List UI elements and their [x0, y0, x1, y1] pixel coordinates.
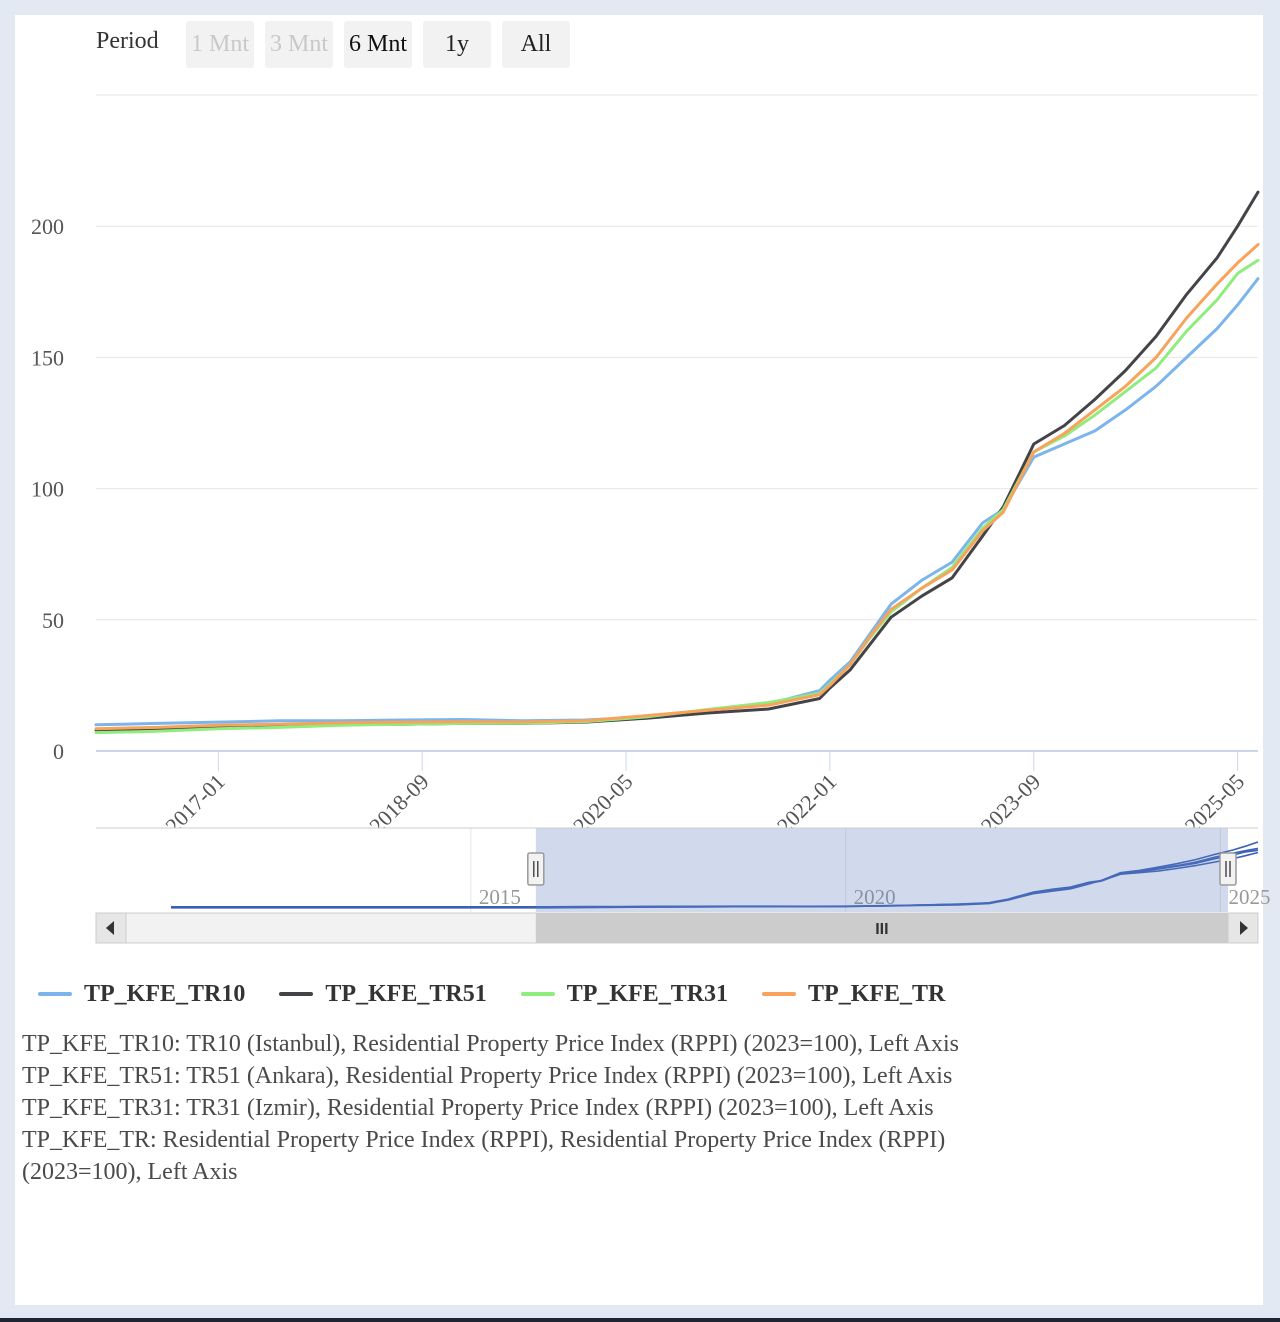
- y-tick-label-50: 50: [42, 608, 64, 633]
- legend-swatch-tr31: [520, 992, 555, 996]
- range-button-6-months[interactable]: 6 Mnt: [344, 21, 412, 68]
- navigator-series: [171, 841, 1259, 909]
- range-button-all[interactable]: All: [502, 21, 570, 68]
- scrollbar-thumb[interactable]: [535, 913, 1228, 943]
- legend-swatch-tr10: [38, 992, 72, 996]
- chart-panel: [15, 15, 1263, 1305]
- navigator[interactable]: 201520202025: [96, 827, 1271, 912]
- x-axis-ticks: 2017-01 2018-09 2020-05 2022-01 2023-09 2025-…: [160, 751, 1249, 838]
- range-selector-label: Period: [96, 28, 159, 54]
- legend-swatch-tr51: [279, 992, 314, 996]
- line-chart: 0 50 100 150 200 2017-01 2018-09 2020-05 2022-0…: [31, 94, 1271, 944]
- range-button-3-months[interactable]: 3 Mnt: [265, 21, 333, 68]
- series-line-tp-kfe-tr10[interactable]: [94, 277, 1260, 727]
- y-tick-label-100: 100: [31, 477, 64, 502]
- legend-label-tr51: TP_KFE_TR51: [325, 980, 487, 1007]
- navigator-background: [96, 828, 1258, 912]
- series-note-tr: TP_KFE_TR: Residential Property Price In…: [22, 1127, 946, 1185]
- handle-left-box[interactable]: [527, 852, 545, 886]
- arrow-right-icon: [1240, 921, 1248, 935]
- navigator-handle-left[interactable]: [527, 852, 545, 886]
- series-lines: [94, 190, 1260, 735]
- series-note-tr31: TP_KFE_TR31: TR31 (Izmir), Residential P…: [22, 1095, 934, 1121]
- legend-item-tr[interactable]: TP_KFE_TR: [762, 981, 945, 1008]
- series-line-tp-kfe-tr[interactable]: [94, 243, 1260, 731]
- series-note-tr51: TP_KFE_TR51: TR51 (Ankara), Residential …: [22, 1063, 953, 1089]
- navigator-handle-right[interactable]: [1219, 852, 1237, 886]
- y-tick-label-200: 200: [31, 214, 64, 239]
- range-button-1-month[interactable]: 1 Mnt: [186, 21, 254, 68]
- handle-right-box[interactable]: [1219, 852, 1237, 886]
- range-button-1-year[interactable]: 1y: [423, 21, 491, 68]
- navigator-tick-label-2025: 2025: [1229, 885, 1271, 909]
- navigator-line-tp-kfe-tr: [171, 847, 1259, 909]
- series-descriptions: TP_KFE_TR10: TR10 (Istanbul), Residentia…: [22, 1028, 1032, 1188]
- arrow-left-icon: [106, 921, 114, 935]
- scrollbar-grip: III: [875, 921, 888, 938]
- legend-label-tr31: TP_KFE_TR31: [566, 980, 729, 1007]
- legend-item-tr51[interactable]: TP_KFE_TR51: [279, 980, 487, 1008]
- legend-label-tr: TP_KFE_TR: [808, 980, 946, 1007]
- y-tick-label-0: 0: [53, 739, 64, 764]
- legend-swatch-tr: [762, 992, 797, 996]
- navigator-tick-label-2015: 2015: [479, 885, 521, 909]
- legend-item-tr10[interactable]: TP_KFE_TR10: [38, 981, 245, 1008]
- series-line-tp-kfe-tr31[interactable]: [94, 258, 1260, 735]
- scrollbar[interactable]: III: [95, 912, 1259, 944]
- legend-label-tr10: TP_KFE_TR10: [84, 980, 246, 1007]
- y-tick-label-150: 150: [31, 345, 64, 370]
- legend-item-tr31[interactable]: TP_KFE_TR31: [520, 980, 729, 1008]
- y-axis-ticks: 0 50 100 150 200: [31, 214, 64, 764]
- series-line-tp-kfe-tr51[interactable]: [94, 190, 1260, 732]
- legend: TP_KFE_TR10 TP_KFE_TR51 TP_KFE_TR31 TP_K…: [38, 976, 979, 1012]
- grid-lines: [96, 94, 1258, 752]
- series-note-tr10: TP_KFE_TR10: TR10 (Istanbul), Residentia…: [22, 1031, 959, 1057]
- navigator-selected-range[interactable]: [535, 828, 1228, 912]
- window-bottom-edge: [0, 1318, 1280, 1322]
